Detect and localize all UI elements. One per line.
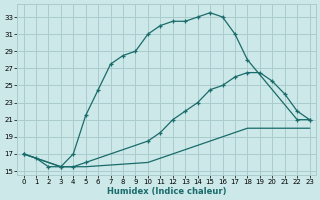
X-axis label: Humidex (Indice chaleur): Humidex (Indice chaleur) — [107, 187, 226, 196]
